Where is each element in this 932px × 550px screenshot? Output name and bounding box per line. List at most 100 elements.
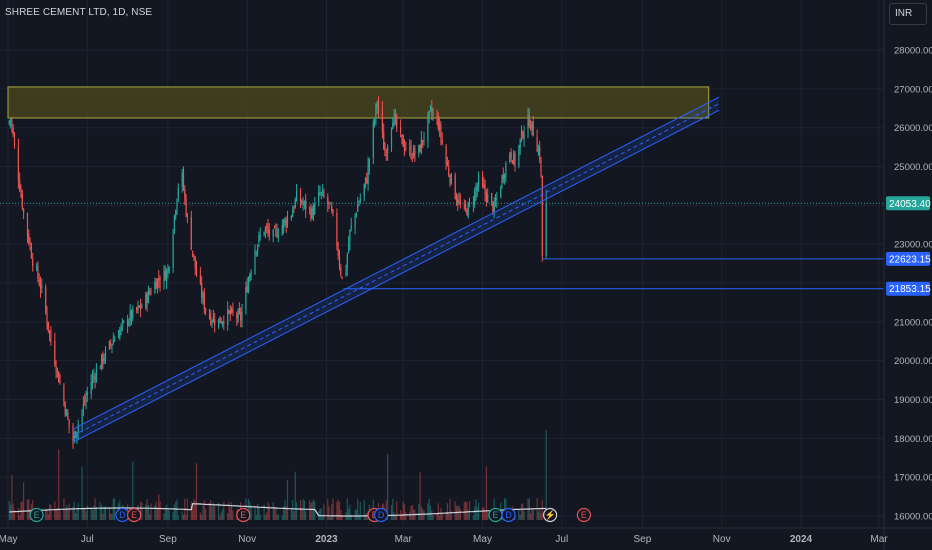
candle-body bbox=[181, 171, 183, 187]
volume-bar bbox=[540, 512, 542, 520]
candle-body bbox=[73, 433, 75, 441]
volume-bar bbox=[449, 498, 451, 520]
volume-bar bbox=[387, 453, 389, 520]
volume-bar bbox=[264, 515, 266, 520]
volume-bar bbox=[90, 509, 92, 520]
candle-body bbox=[348, 243, 350, 253]
candle-body bbox=[513, 153, 515, 164]
candle-body bbox=[259, 235, 261, 237]
volume-bar bbox=[484, 511, 486, 520]
candle-body bbox=[158, 278, 160, 281]
volume-bar bbox=[104, 506, 107, 520]
volume-bar bbox=[483, 506, 485, 520]
candle-body bbox=[111, 344, 113, 347]
volume-bar bbox=[86, 505, 88, 520]
volume-bar bbox=[337, 499, 339, 520]
candle-body bbox=[431, 107, 433, 114]
volume-bar bbox=[46, 510, 48, 520]
candle-body bbox=[201, 283, 203, 298]
candle-body bbox=[68, 419, 70, 427]
volume-bar bbox=[172, 511, 174, 520]
volume-bar bbox=[354, 510, 356, 520]
candle-body bbox=[45, 287, 47, 312]
candle-body bbox=[514, 153, 516, 167]
volume-bar bbox=[75, 513, 77, 520]
volume-bar bbox=[267, 501, 269, 520]
x-tick-label: Jul bbox=[81, 534, 94, 545]
candle-body bbox=[387, 146, 389, 154]
event-marker bbox=[236, 507, 251, 523]
volume-bar bbox=[340, 509, 342, 520]
candle-body bbox=[76, 432, 78, 439]
volume-bar bbox=[322, 514, 324, 520]
candle-body bbox=[545, 203, 547, 256]
candle-body bbox=[530, 125, 532, 130]
candle-body bbox=[236, 314, 238, 319]
candle-body bbox=[394, 115, 396, 118]
candle-body bbox=[509, 153, 511, 162]
volume-bar bbox=[49, 504, 51, 520]
candle-body bbox=[168, 267, 170, 272]
candle-body bbox=[349, 229, 351, 243]
volume-bar bbox=[192, 507, 194, 520]
candle-body bbox=[258, 234, 260, 243]
price-level-label: 22623.15 bbox=[889, 254, 931, 265]
volume-bar bbox=[84, 508, 86, 520]
y-tick-label: 20000.00 bbox=[894, 356, 932, 367]
volume-bar bbox=[140, 501, 142, 520]
x-tick-label: Nov bbox=[713, 534, 731, 545]
candle-body bbox=[340, 266, 342, 276]
candle-body bbox=[427, 116, 429, 141]
volume-bar bbox=[448, 513, 450, 520]
currency-selector[interactable]: INR bbox=[889, 3, 927, 25]
candle-body bbox=[167, 270, 169, 273]
volume-bar bbox=[294, 471, 296, 520]
price-level-tag bbox=[886, 281, 930, 296]
volume-bar bbox=[541, 500, 543, 520]
volume-bar bbox=[396, 501, 398, 520]
candle-body bbox=[127, 319, 129, 325]
volume-bar bbox=[212, 502, 214, 520]
volume-bar bbox=[229, 507, 231, 520]
volume-bar bbox=[101, 505, 103, 520]
event-marker-label: D bbox=[119, 510, 126, 520]
volume-bar bbox=[545, 430, 547, 520]
x-tick-label: Nov bbox=[238, 534, 256, 545]
candle-body bbox=[193, 254, 195, 257]
candle-body bbox=[10, 118, 12, 122]
candle-body bbox=[336, 213, 338, 247]
volume-bar bbox=[520, 503, 523, 520]
event-marker bbox=[576, 507, 592, 523]
volume-ma-line bbox=[9, 503, 547, 517]
candle-body bbox=[350, 225, 352, 229]
volume-bar bbox=[446, 503, 448, 520]
volume-bar bbox=[45, 508, 47, 520]
candle-body bbox=[541, 175, 543, 256]
candle-body bbox=[374, 119, 376, 124]
candle-body bbox=[246, 286, 248, 292]
candle-body bbox=[331, 205, 333, 211]
candle-body bbox=[409, 147, 411, 149]
event-marker-label: D bbox=[378, 510, 385, 520]
volume-bar bbox=[263, 504, 265, 520]
candle-body bbox=[272, 229, 274, 237]
candle-body bbox=[247, 279, 250, 293]
event-markers-layer: EDEEEDED⚡E bbox=[29, 507, 592, 523]
candle-body bbox=[377, 101, 380, 110]
candle-body bbox=[364, 177, 367, 184]
candle-body bbox=[149, 291, 151, 293]
volume-bar bbox=[65, 504, 68, 520]
candle-body bbox=[487, 194, 489, 203]
candle-body bbox=[19, 180, 21, 191]
volume-bar bbox=[358, 514, 360, 520]
candle-body bbox=[301, 200, 303, 204]
volume-bar bbox=[305, 510, 307, 520]
volume-bar bbox=[255, 515, 257, 520]
volume-bar bbox=[149, 514, 151, 520]
y-tick-label: 28000.00 bbox=[894, 46, 932, 57]
candles-layer bbox=[8, 96, 547, 449]
x-tick-label: Jul bbox=[555, 534, 568, 545]
candle-body bbox=[419, 144, 421, 152]
